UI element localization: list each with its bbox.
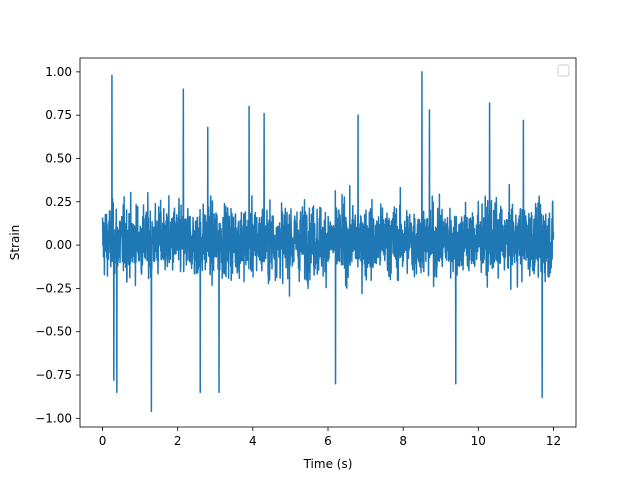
- series-layer: [101, 71, 555, 413]
- y-tick-label: 0.50: [45, 151, 72, 165]
- y-tick-label: 0.25: [45, 195, 72, 209]
- x-tick-label: 8: [399, 434, 407, 448]
- x-tick-label: 6: [324, 434, 332, 448]
- y-axis-label: Strain: [8, 225, 22, 261]
- y-tick-label: 0.00: [45, 238, 72, 252]
- y-tick-label: −1.00: [35, 411, 72, 425]
- x-tick-label: 12: [546, 434, 561, 448]
- x-axis: 0 2 4 6 8 10 12: [99, 427, 561, 448]
- x-tick-label: 2: [174, 434, 182, 448]
- y-axis: −1.00 −0.75 −0.50 −0.25 0.00 0.25 0.50 0.75 1.00: [35, 65, 80, 425]
- x-axis-label: Time (s): [303, 457, 353, 471]
- x-tick-label: 0: [99, 434, 107, 448]
- y-tick-label: −0.75: [35, 368, 72, 382]
- x-tick-label: 4: [249, 434, 257, 448]
- y-tick-label: −0.50: [35, 325, 72, 339]
- legend-box: [557, 64, 570, 77]
- y-tick-label: −0.25: [35, 281, 72, 295]
- legend-frame: [557, 64, 570, 77]
- y-tick-label: 0.75: [45, 108, 72, 122]
- strain-series-line: [101, 71, 555, 413]
- x-tick-label: 10: [471, 434, 486, 448]
- y-tick-label: 1.00: [45, 65, 72, 79]
